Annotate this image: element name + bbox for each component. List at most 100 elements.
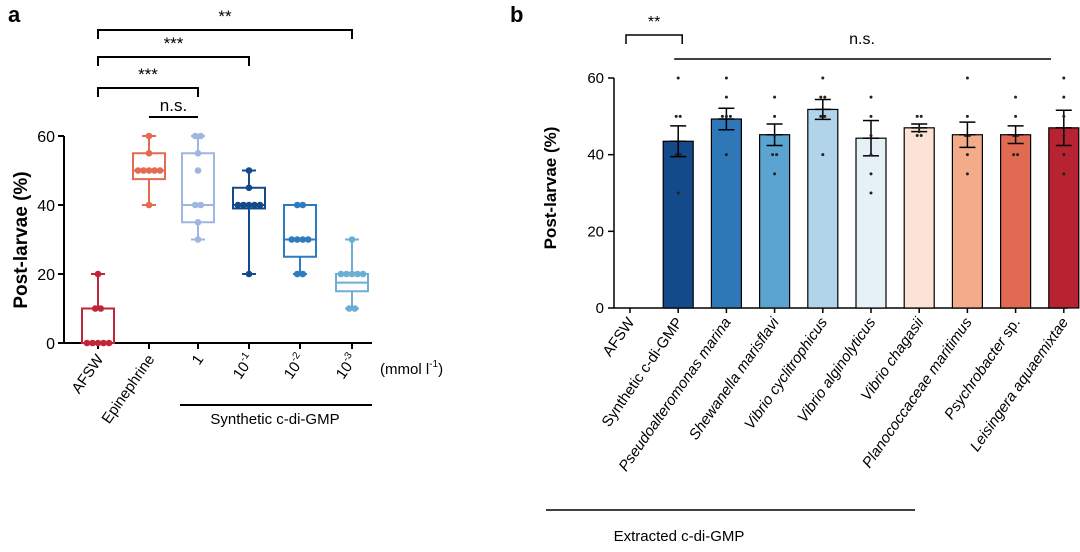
panel-b-data-point <box>917 126 921 130</box>
panel-b-bar <box>758 134 791 309</box>
panel-a-data-point <box>299 270 307 278</box>
panel-a-x-tick-label: AFSW <box>68 351 107 397</box>
panel-b-data-point <box>823 114 827 118</box>
panel-b-data-point <box>773 114 777 118</box>
panel-a-data-point <box>156 167 164 174</box>
panel-a-data-point <box>151 167 158 174</box>
panel-b-data-point <box>724 153 728 157</box>
panel-b-data-point <box>965 76 969 80</box>
panel-a-y-tick-label: 0 <box>46 336 55 353</box>
panel-b-data-point <box>771 153 775 157</box>
panel-b-data-point <box>773 134 777 137</box>
panel-b-data-point <box>773 172 777 176</box>
panel-a-data-point <box>256 201 264 209</box>
panel-a-data-point <box>145 167 153 174</box>
panel-a-significance-bracket <box>97 29 353 39</box>
panel-a-data-point <box>337 270 345 278</box>
panel-a-data-point <box>345 305 353 312</box>
panel-b-data-point <box>821 153 825 157</box>
panel-a-data-point <box>240 201 247 209</box>
panel-b-data-point <box>1016 134 1020 137</box>
panel-b-data-point <box>869 172 873 176</box>
panel-b-y-tick-label: 0 <box>596 300 604 317</box>
panel-b-y-axis-title: Post-larvae (%) <box>541 127 560 250</box>
panel-b-data-point <box>674 153 678 157</box>
panel-a-data-point <box>245 184 253 192</box>
panel-b-significance-bracket <box>625 34 683 44</box>
panel-b-bar <box>951 134 984 309</box>
panel-b-bar <box>807 108 839 309</box>
panel-b-data-point <box>915 134 919 137</box>
panel-a-data-point <box>194 149 202 157</box>
panel-b-data-point <box>967 134 971 137</box>
panel-a-x-tick-label: Epinephrine <box>98 352 158 427</box>
panel-a-significance-label: n.s. <box>160 96 187 115</box>
panel-a-data-point <box>245 201 253 209</box>
panel-b-data-point <box>1062 172 1066 176</box>
panel-a-x-tick-label: 1 <box>189 352 208 369</box>
panel-b-data-point <box>1014 95 1018 99</box>
panel-a-data-point <box>105 339 113 347</box>
panel-a-data-point <box>348 236 356 243</box>
panel-a-data-point <box>194 167 202 174</box>
panel-b-data-point <box>915 114 919 118</box>
panel-a-data-point <box>191 201 199 209</box>
panel-a-data-point <box>299 201 307 209</box>
panel-a-data-point <box>348 270 356 278</box>
panel-a-data-point <box>145 149 153 157</box>
panel-a-box <box>283 204 317 258</box>
panel-a-data-point <box>94 270 102 278</box>
panel-a-y-tick-label: 20 <box>37 267 55 284</box>
panel-a-box <box>132 152 166 181</box>
panel-b-data-point <box>1062 114 1066 118</box>
panel-b-bar <box>855 137 887 309</box>
panel-b-data-point <box>1016 153 1020 157</box>
panel-b-significance-label: ** <box>648 14 660 31</box>
panel-a-y-tick-label: 40 <box>37 198 55 215</box>
panel-b-data-point <box>724 114 728 118</box>
panel-a-data-point <box>191 132 199 140</box>
panel-a-significance-label: *** <box>164 34 184 53</box>
panel-a-group-label: Synthetic c-di-GMP <box>210 411 339 428</box>
panel-b-data-point <box>965 114 969 118</box>
panel-a-data-point <box>197 201 205 209</box>
panel-b-data-point <box>775 153 779 157</box>
panel-a-data-point <box>234 201 242 209</box>
panel-b-data-point <box>1062 153 1066 157</box>
panel-a-data-point <box>359 270 367 278</box>
panel-b-data-point <box>1014 114 1018 118</box>
panel-b-bar <box>999 134 1032 309</box>
panel-b-bar <box>1048 127 1080 309</box>
panel-b-x-tick-label: Vibrio cyclitrophicus <box>741 314 831 433</box>
panel-a-data-point <box>245 270 253 278</box>
panel-a-data-point <box>245 167 253 174</box>
panel-a-data-point <box>288 236 296 243</box>
panel-a-x-tick-label: 10-2 <box>279 350 309 382</box>
panel-b-y-tick-label: 20 <box>587 223 604 240</box>
panel-a-data-point <box>91 305 99 312</box>
panel-b-data-point <box>724 76 728 80</box>
panel-b-data-point <box>869 95 873 99</box>
panel-b-x-tick-label: AFSW <box>599 314 638 360</box>
panel-a-data-point <box>304 236 312 243</box>
panel-a-significance-bracket <box>97 56 250 66</box>
panel-b-data-point <box>1012 153 1016 157</box>
panel-b-data-point <box>919 134 923 137</box>
panel-b-data-point <box>678 153 682 157</box>
panel-a-data-point <box>351 305 359 312</box>
panel-a-x-tick-label: 10-1 <box>228 350 258 382</box>
panel-b-data-point <box>819 95 823 99</box>
panel-b-bar <box>710 118 743 309</box>
panel-b-data-point <box>963 134 967 137</box>
panel-b-data-point <box>674 114 678 118</box>
panel-b-data-point <box>819 114 823 118</box>
panel-a-data-point <box>145 132 153 140</box>
panel-a-data-point <box>94 339 102 347</box>
panel-b-data-point <box>965 172 969 176</box>
panel-b-data-point <box>869 134 873 137</box>
panel-b-data-point <box>917 130 921 134</box>
panel-b-data-point <box>724 95 728 99</box>
panel-b-data-point <box>869 114 873 118</box>
panel-a-data-point <box>83 339 91 347</box>
